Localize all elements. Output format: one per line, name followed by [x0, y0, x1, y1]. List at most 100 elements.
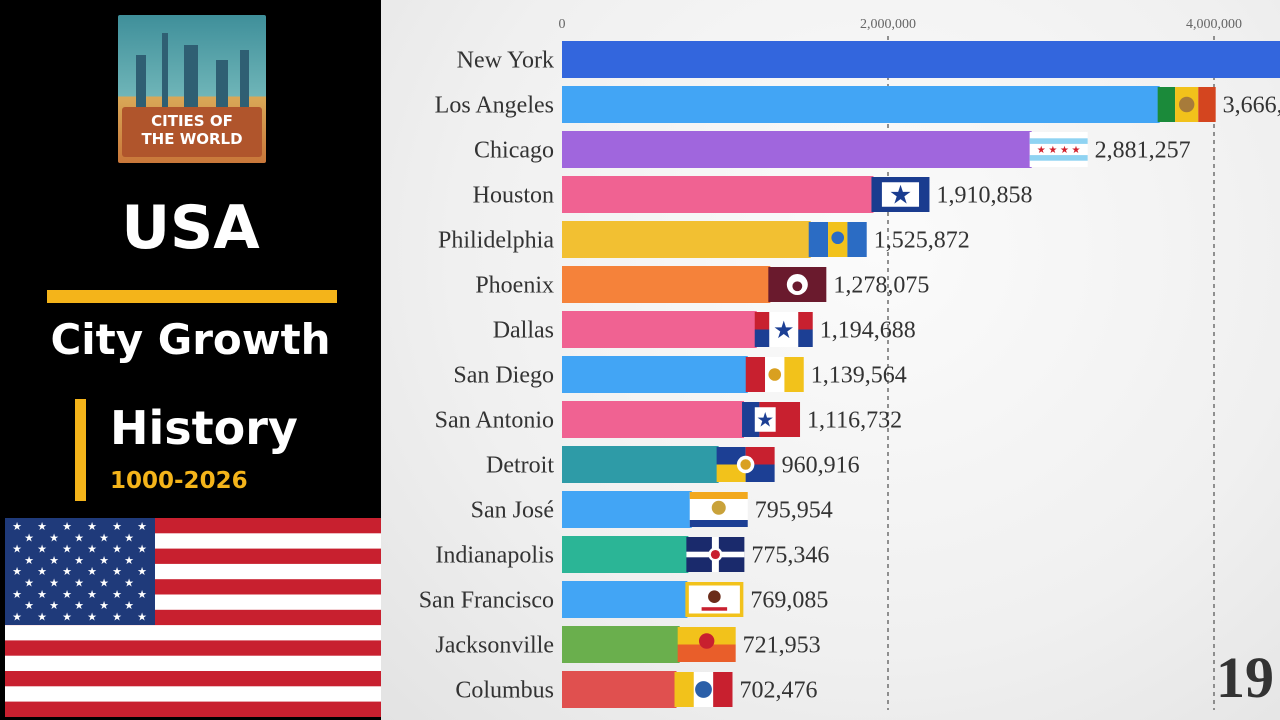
category-label: New York — [457, 48, 554, 74]
svg-text:★: ★ — [37, 543, 47, 556]
columbus-flag-icon — [674, 672, 733, 707]
bar — [562, 581, 688, 618]
svg-text:★: ★ — [62, 588, 72, 601]
svg-text:★: ★ — [137, 565, 147, 578]
value-label: 1,910,858 — [936, 183, 1032, 209]
value-label: 1,139,564 — [811, 363, 907, 389]
logo-text: CITIES OF THE WORLD — [141, 112, 243, 148]
svg-text:★: ★ — [74, 531, 84, 544]
svg-text:★: ★ — [137, 610, 147, 623]
svg-text:★: ★ — [99, 577, 109, 590]
los-angeles-flag-icon — [1157, 87, 1216, 122]
bar — [562, 671, 677, 708]
bar — [562, 266, 771, 303]
svg-text:★: ★ — [49, 531, 59, 544]
svg-text:★: ★ — [12, 543, 22, 556]
phoenix-flag-icon — [768, 267, 827, 302]
category-label: San Diego — [453, 363, 554, 389]
svg-text:★: ★ — [37, 520, 47, 533]
detroit-flag-icon — [716, 447, 775, 482]
bar — [562, 176, 874, 213]
category-label: Philidelphia — [438, 228, 554, 254]
svg-text:★: ★ — [87, 588, 97, 601]
svg-text:★: ★ — [12, 520, 22, 533]
value-label: 3,666,732 — [1223, 93, 1280, 119]
category-label: San Antonio — [435, 408, 554, 434]
value-label: 1,525,872 — [874, 228, 970, 254]
value-label: 1,194,688 — [820, 318, 916, 344]
svg-text:★: ★ — [112, 610, 122, 623]
san-francisco-flag-icon — [685, 582, 744, 617]
bar — [562, 536, 689, 573]
country-title: USA — [121, 193, 260, 263]
svg-text:★: ★ — [74, 577, 84, 590]
bar — [562, 41, 1280, 78]
value-label: 1,116,732 — [807, 408, 902, 434]
x-tick-label: 2,000,000 — [860, 17, 916, 32]
category-label: San Francisco — [419, 588, 554, 614]
svg-text:★: ★ — [124, 531, 134, 544]
bar — [562, 221, 811, 258]
svg-text:★: ★ — [24, 554, 34, 567]
svg-text:★: ★ — [37, 610, 47, 623]
value-label: 769,085 — [750, 588, 828, 614]
svg-text:★: ★ — [137, 588, 147, 601]
category-label: Chicago — [474, 138, 554, 164]
value-label: 702,476 — [740, 678, 818, 704]
san-antonio-flag-icon: ★ — [742, 402, 801, 437]
philadelphia-flag-icon — [808, 222, 867, 257]
svg-text:★: ★ — [756, 408, 774, 432]
svg-text:★: ★ — [124, 577, 134, 590]
category-label: Dallas — [493, 318, 554, 344]
svg-text:★: ★ — [49, 577, 59, 590]
svg-text:★: ★ — [62, 610, 72, 623]
bar — [562, 356, 748, 393]
svg-text:★: ★ — [62, 520, 72, 533]
svg-text:★: ★ — [74, 554, 84, 567]
bar — [562, 86, 1160, 123]
svg-text:★: ★ — [1060, 145, 1069, 156]
svg-text:★: ★ — [1037, 145, 1046, 156]
svg-text:★: ★ — [62, 565, 72, 578]
svg-text:★: ★ — [773, 316, 795, 344]
category-label: Los Angeles — [435, 93, 554, 119]
san-diego-flag-icon — [745, 357, 804, 392]
svg-text:★: ★ — [1072, 145, 1081, 156]
accent-bar — [75, 399, 86, 501]
cities-of-the-world-logo: CITIES OF THE WORLD — [118, 15, 266, 163]
svg-text:★: ★ — [37, 588, 47, 601]
value-label: 795,954 — [755, 498, 833, 524]
category-label: Jacksonville — [435, 633, 554, 659]
svg-text:★: ★ — [124, 599, 134, 612]
category-label: Phoenix — [475, 273, 554, 299]
svg-text:★: ★ — [87, 565, 97, 578]
svg-text:★: ★ — [1048, 145, 1057, 156]
svg-text:★: ★ — [99, 554, 109, 567]
svg-text:★: ★ — [12, 610, 22, 623]
value-label: 1,278,075 — [833, 273, 929, 299]
svg-text:★: ★ — [74, 599, 84, 612]
category-label: Indianapolis — [435, 543, 554, 569]
svg-text:★: ★ — [12, 588, 22, 601]
category-label: Houston — [473, 183, 554, 209]
bar — [562, 446, 719, 483]
svg-text:★: ★ — [87, 610, 97, 623]
value-label: 775,346 — [751, 543, 829, 569]
svg-text:★: ★ — [99, 531, 109, 544]
bar — [562, 311, 757, 348]
jacksonville-flag-icon — [677, 627, 736, 662]
houston-flag-icon: ★ — [871, 177, 930, 212]
svg-text:★: ★ — [137, 543, 147, 556]
us-flag-icon: ★ ★ ★ ★ ★ ★★ ★ ★ ★ ★★ ★ ★ ★ ★ ★★ ★ ★ ★ ★★ ★ ★ ★ ★ ★★ ★ ★ ★ ★★ ★ ★ ★ ★ ★★… — [5, 518, 381, 717]
section-title: History — [110, 401, 298, 455]
san-jose-flag-icon — [689, 492, 748, 527]
category-label: Columbus — [455, 678, 554, 704]
divider — [47, 290, 337, 303]
svg-text:★: ★ — [24, 531, 34, 544]
category-label: San José — [471, 498, 554, 524]
bar — [562, 626, 680, 663]
svg-text:★: ★ — [124, 554, 134, 567]
svg-text:★: ★ — [37, 565, 47, 578]
